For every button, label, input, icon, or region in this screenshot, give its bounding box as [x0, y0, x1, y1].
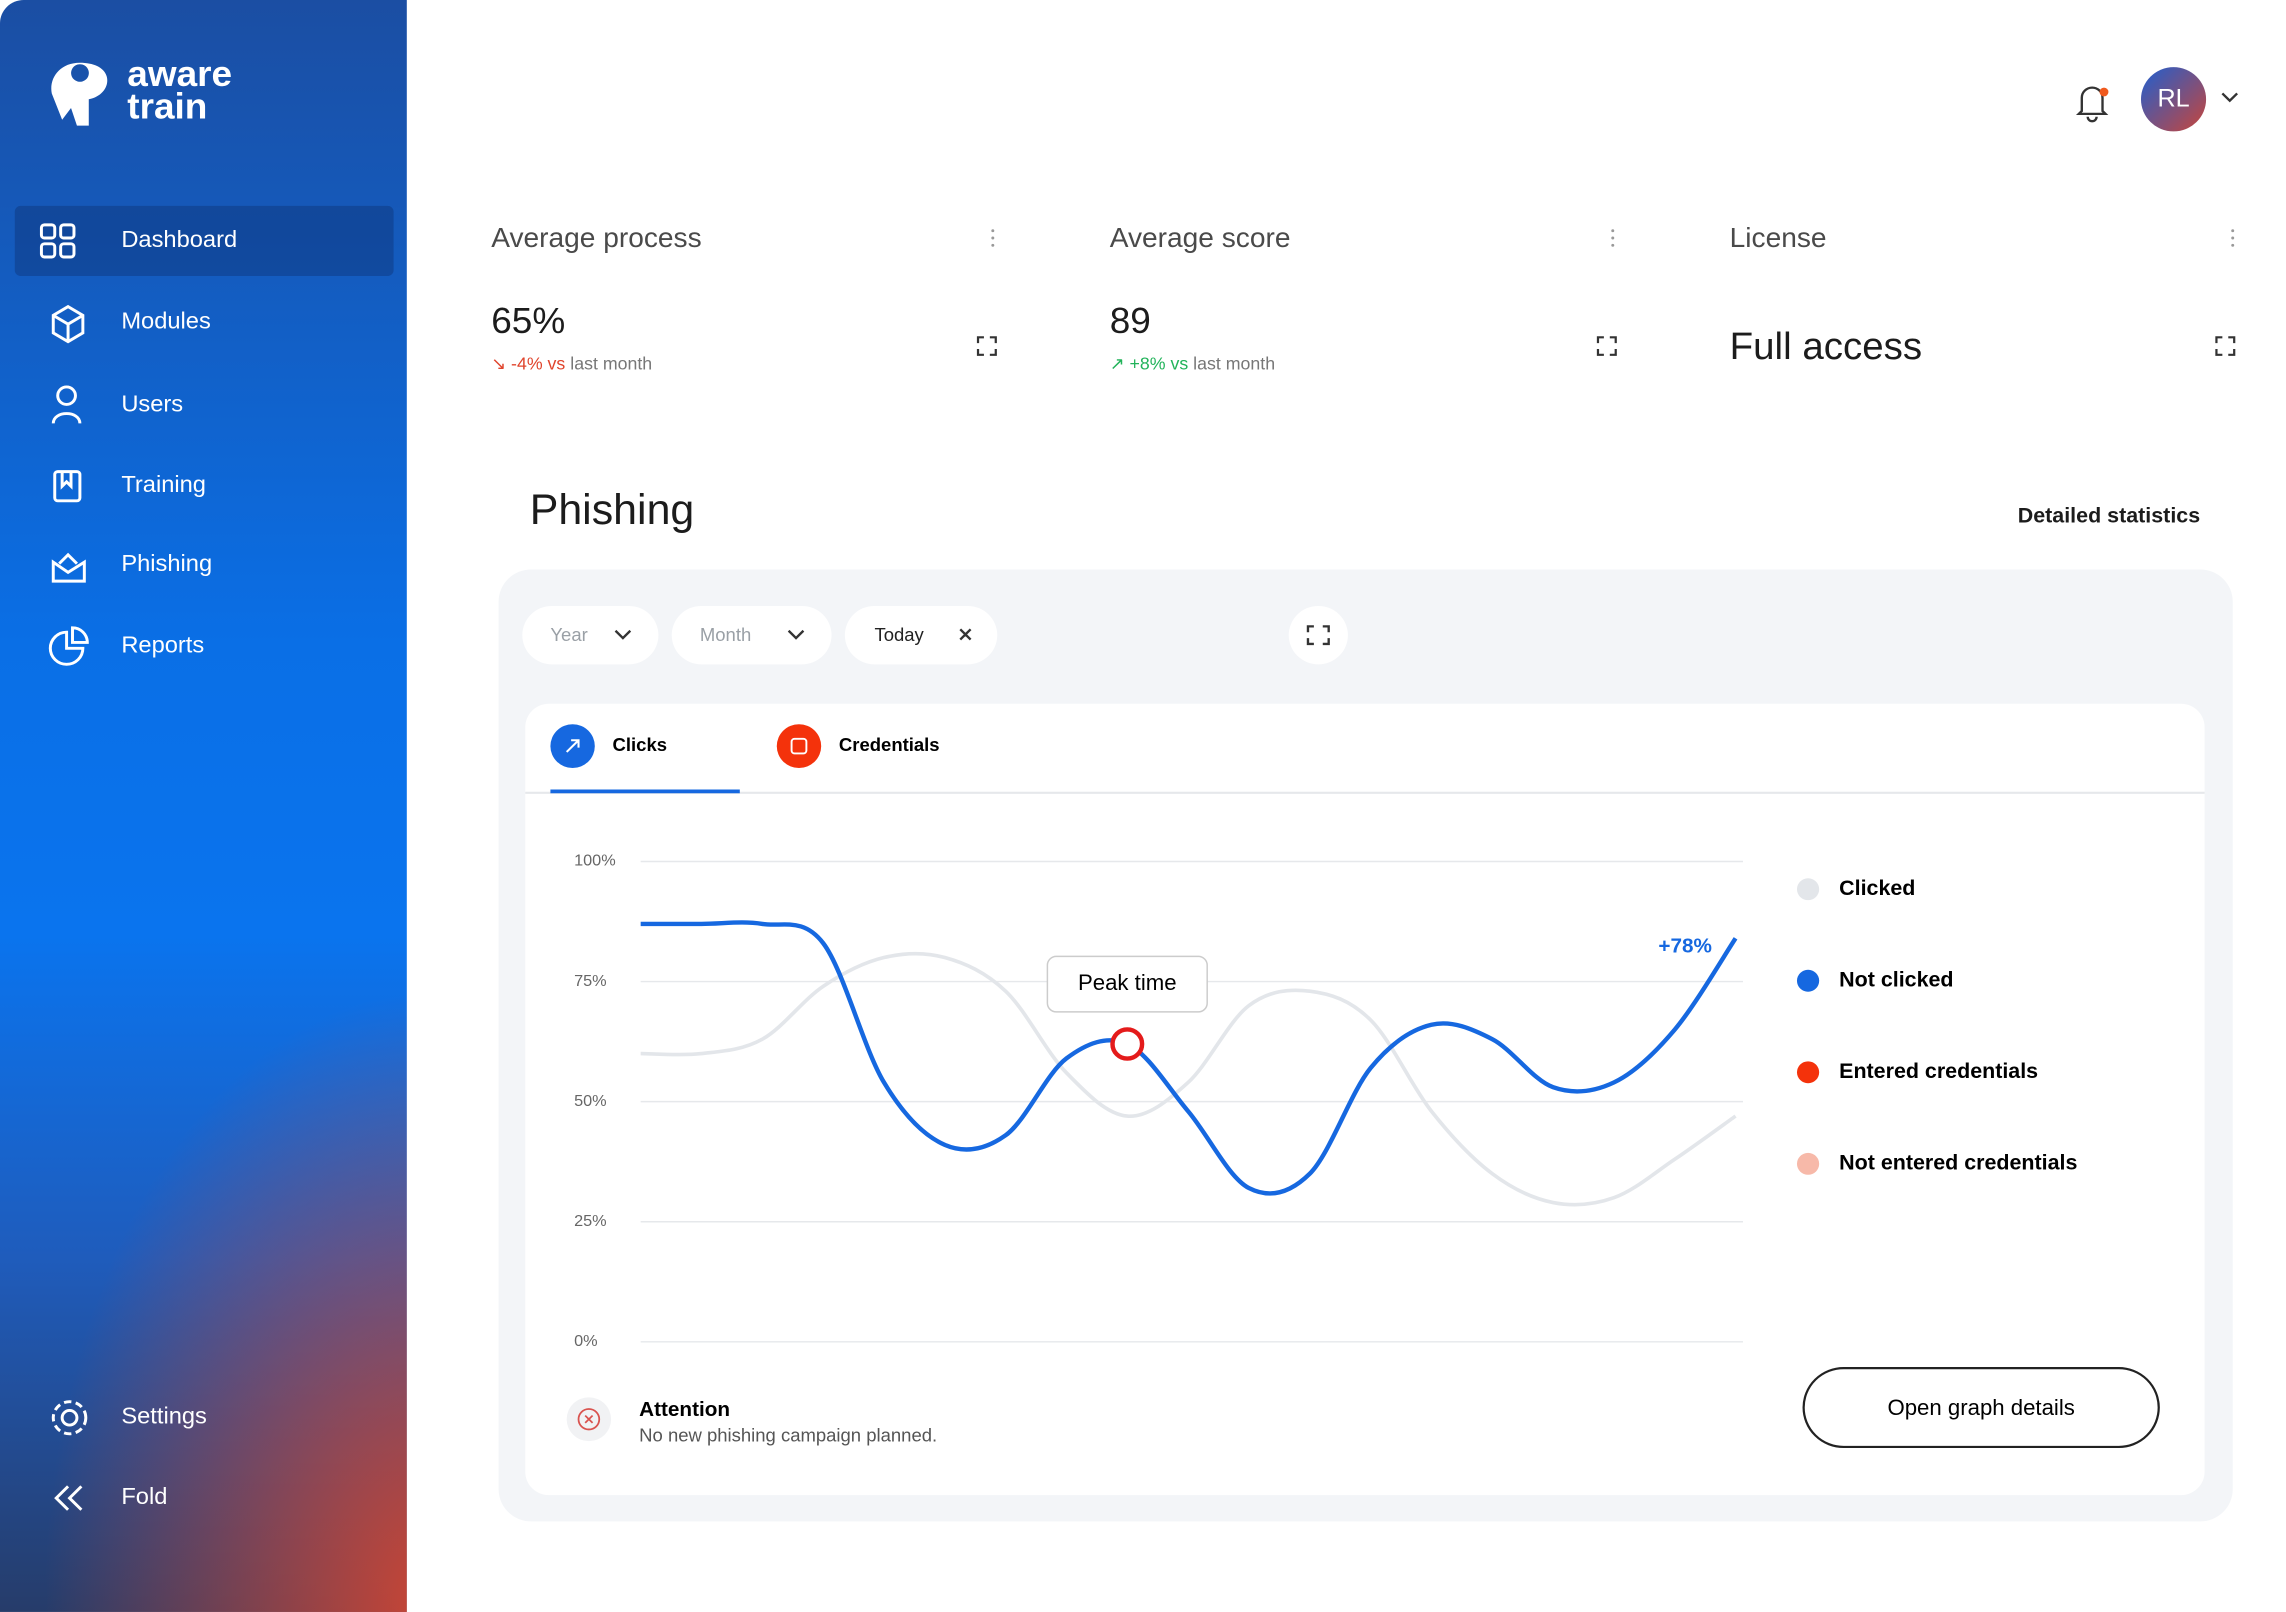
tooltip-label: Peak time	[1078, 970, 1177, 995]
filter-icons	[614, 605, 1348, 665]
y-tick-label: 25%	[574, 1212, 607, 1230]
legend-label: Not entered credentials	[1839, 1151, 2077, 1175]
nav-item[interactable]: Fold	[121, 1484, 168, 1510]
y-tick-label: 0%	[574, 1332, 598, 1350]
change: -4% vs	[511, 353, 566, 374]
nav-icons	[39, 223, 89, 1511]
filter-label: Month	[699, 624, 752, 646]
y-tick-label: 50%	[574, 1092, 607, 1110]
attention-title: Attention	[639, 1398, 730, 1421]
change: +8% vs	[1129, 353, 1189, 374]
button[interactable]	[1802, 1367, 2160, 1449]
attention-text: No new phishing campaign planned.	[639, 1425, 937, 1446]
brand: aware train	[127, 54, 233, 128]
card-title: Average process	[491, 223, 702, 255]
end-label: +78%	[1658, 935, 1712, 958]
line	[640, 920, 1738, 1196]
legend-swatch	[1796, 1061, 1820, 1084]
button-label[interactable]: Open graph details	[1887, 1395, 2074, 1420]
section-title: Phishing	[529, 487, 695, 535]
filter-label: Today	[874, 624, 924, 646]
chevron[interactable]	[2221, 92, 2238, 103]
legend-swatch	[1796, 878, 1820, 901]
sidebar	[0, 0, 407, 1612]
nav-item[interactable]: Users	[121, 392, 184, 418]
tooltip	[1046, 955, 1208, 1013]
card-value: Full access	[1729, 324, 1923, 368]
line	[640, 951, 1737, 1207]
filter[interactable]: Month	[671, 605, 832, 665]
nav-item[interactable]: Reports	[121, 633, 205, 659]
tab[interactable]: Clicks	[613, 734, 667, 755]
nav-item[interactable]: Dashboard	[121, 227, 238, 253]
period: last month	[570, 353, 653, 374]
nav-item[interactable]: Training	[121, 473, 206, 498]
detail-link[interactable]: Detailed statistics	[2017, 505, 2201, 529]
brand-line: train	[127, 86, 208, 128]
chart: 0% 25% 50% 75% 100% Peak time +78% Clicked Not c…	[574, 852, 2077, 1350]
kebab[interactable]	[991, 229, 2235, 247]
peak-marker	[1110, 1027, 1145, 1061]
legend-label: Entered credentials	[1839, 1059, 2038, 1083]
nav-item[interactable]: Phishing	[121, 551, 213, 577]
card-value: 89	[1109, 300, 1151, 342]
card-value: 65%	[491, 300, 566, 342]
avatar-initials: RL	[2157, 84, 2190, 113]
legend-label: Not clicked	[1839, 967, 1953, 991]
expand[interactable]	[976, 336, 2236, 356]
chart-card	[525, 703, 2205, 1496]
nav-item[interactable]: Settings	[121, 1404, 207, 1430]
y-tick-label: 75%	[574, 972, 607, 990]
expand-button[interactable]	[1288, 605, 1348, 665]
bell[interactable]	[2075, 86, 2109, 123]
tab[interactable]: Credentials	[839, 734, 940, 755]
tab-icon	[776, 724, 822, 769]
card-change: ↗ +8% vs last month	[1109, 353, 1276, 374]
bell-dot	[2099, 87, 2109, 97]
filter[interactable]: Today	[844, 605, 998, 665]
legend-swatch	[1796, 969, 1820, 992]
legend-label: Clicked	[1839, 876, 1915, 900]
legend-swatch	[1796, 1152, 1820, 1175]
card-change: ↘ -4% vs last month	[491, 353, 653, 374]
filter[interactable]: Year	[522, 605, 659, 665]
period: last month	[1193, 353, 1276, 374]
card-title: Average score	[1109, 223, 1291, 255]
header-icons	[2075, 67, 2238, 132]
card-title: License	[1729, 223, 1827, 255]
y-tick-label: 100%	[574, 852, 616, 870]
logo-icon	[51, 62, 108, 126]
filter-label: Year	[550, 624, 588, 646]
active-nav	[14, 205, 394, 276]
brand-line: aware	[127, 54, 233, 95]
nav-item[interactable]: Modules	[121, 309, 211, 335]
avatar[interactable]	[2140, 67, 2207, 132]
card-icons	[976, 229, 2236, 356]
